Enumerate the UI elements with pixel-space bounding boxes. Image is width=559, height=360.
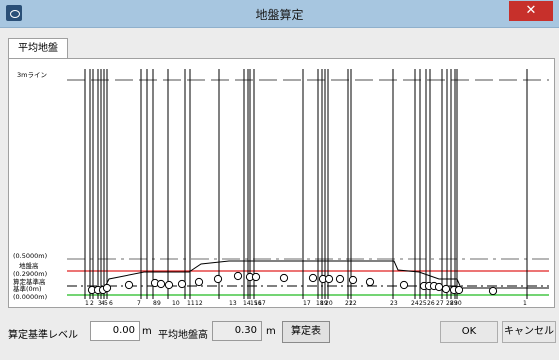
level-lines <box>67 79 549 296</box>
avg-ground-value: 0.30 <box>212 321 262 341</box>
level-label: 算定基準高 <box>13 277 46 286</box>
point-label: 27 <box>436 300 444 307</box>
point-label: 10 <box>172 300 180 307</box>
point-label: 2 <box>90 300 94 307</box>
point-label: 17 <box>258 300 266 307</box>
cancel-button[interactable]: キャンセル <box>502 321 556 343</box>
level-label: (0.0000m) <box>13 293 47 301</box>
point-label: 6 <box>109 300 113 307</box>
point-marker <box>251 272 261 282</box>
level-label: 地盤高 <box>19 261 39 270</box>
point-label: 1 <box>523 300 527 307</box>
calc-table-button[interactable]: 算定表 <box>282 321 330 343</box>
point-marker <box>399 280 409 290</box>
point-marker <box>194 277 204 287</box>
point-label: 18 <box>316 300 324 307</box>
point-marker <box>213 274 223 284</box>
point-marker <box>233 271 243 281</box>
point-label: 16 <box>254 300 262 307</box>
base-level-unit: m <box>142 326 152 337</box>
point-label: 24 <box>411 300 419 307</box>
point-label: 26 <box>427 300 435 307</box>
level-label: 3mライン <box>17 71 47 79</box>
point-label: 21 <box>345 300 353 307</box>
avg-ground-label: 平均地盤高 <box>158 330 208 341</box>
point-marker <box>324 274 334 284</box>
base-level-label: 算定基準レベル <box>8 330 78 341</box>
point-label: 9 <box>157 300 161 307</box>
point-label: 5 <box>104 300 108 307</box>
point-marker <box>164 280 174 290</box>
point-label: 12 <box>195 300 203 307</box>
point-label: 23 <box>390 300 398 307</box>
point-label: 14 <box>243 300 251 307</box>
point-marker <box>441 284 451 294</box>
profile-line <box>88 260 549 289</box>
tab-average-ground[interactable]: 平均地盤 <box>8 38 68 59</box>
point-label: 28 <box>446 300 454 307</box>
point-marker <box>177 279 187 289</box>
ground-profile-drawing: 3mライン (0.5000m)地盤高(0.2900m)算定基準高基準(0m)(0.… <box>13 69 549 307</box>
point-marker <box>365 277 375 287</box>
title-bar: 地盤算定 ✕ <box>0 0 559 28</box>
point-label: 7 <box>137 300 141 307</box>
ground-profile-panel: 3mライン (0.5000m) 地盤高 (0.2900m) 算定基準高 基準(0m) (0.… <box>8 58 555 308</box>
point-label: 15 <box>250 300 258 307</box>
profile-polyline <box>88 260 549 289</box>
point-marker <box>102 283 112 293</box>
point-marker <box>156 279 166 289</box>
point-label: 11 <box>187 300 195 307</box>
ok-button[interactable]: OK <box>440 321 498 343</box>
point-marker <box>124 280 134 290</box>
app-icon <box>6 5 22 21</box>
point-label: 13 <box>229 300 237 307</box>
window-title: 地盤算定 <box>255 8 304 22</box>
point-label: 29 <box>450 300 458 307</box>
avg-ground-unit: m <box>266 326 276 337</box>
point-label: 17 <box>303 300 311 307</box>
segment-lines <box>84 69 528 299</box>
point-marker <box>488 286 498 296</box>
point-label: 19 <box>320 300 328 307</box>
point-label: 25 <box>419 300 427 307</box>
point-marker <box>335 274 345 284</box>
level-label: 基準(0m) <box>13 284 42 293</box>
close-button[interactable]: ✕ <box>509 1 553 21</box>
point-label: 1 <box>85 300 89 307</box>
point-label: 30 <box>454 300 462 307</box>
point-label: 22 <box>349 300 357 307</box>
point-marker <box>434 282 444 292</box>
point-label: 3 <box>98 300 102 307</box>
point-label: 8 <box>153 300 157 307</box>
point-marker <box>454 285 464 295</box>
point-label: 4 <box>101 300 105 307</box>
level-labels: 3mライン (0.5000m)地盤高(0.2900m)算定基準高基準(0m)(0.… <box>13 71 47 301</box>
base-level-input[interactable]: 0.00 <box>90 321 140 341</box>
point-marker <box>348 275 358 285</box>
level-label: (0.5000m) <box>13 252 47 260</box>
point-marker <box>279 273 289 283</box>
point-marker <box>308 273 318 283</box>
point-markers <box>87 271 498 296</box>
point-label: 20 <box>325 300 333 307</box>
bottom-bar: 算定基準レベル 0.00 m 平均地盤高 0.30 m 算定表 OK キャンセル <box>0 310 559 350</box>
level-label: (0.2900m) <box>13 270 47 278</box>
